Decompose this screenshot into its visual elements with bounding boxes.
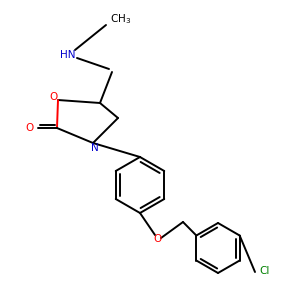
Text: O: O xyxy=(49,92,57,102)
Text: Cl: Cl xyxy=(260,266,270,276)
Text: O: O xyxy=(25,123,33,133)
Text: O: O xyxy=(153,234,161,244)
Text: N: N xyxy=(91,143,99,153)
Text: HN: HN xyxy=(60,50,76,60)
Text: CH$_3$: CH$_3$ xyxy=(110,12,131,26)
